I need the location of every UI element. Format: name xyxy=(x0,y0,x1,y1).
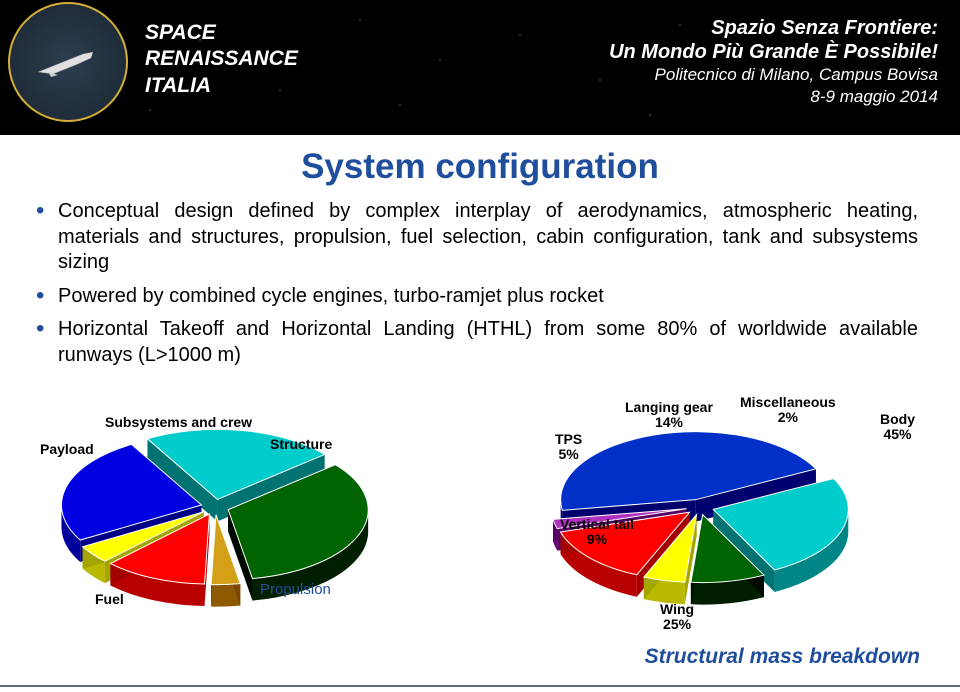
chart-caption: Structural mass breakdown xyxy=(645,645,920,669)
header-banner: SPACE RENAISSANCE ITALIA Spazio Senza Fr… xyxy=(0,0,960,135)
charts-area: Payload Subsystems and crew Structure Pr… xyxy=(0,377,960,677)
org-logo xyxy=(8,2,128,122)
bullet-item: Conceptual design defined by complex int… xyxy=(58,199,918,276)
org-line1: SPACE xyxy=(145,20,298,46)
org-title: SPACE RENAISSANCE ITALIA xyxy=(145,20,298,99)
org-line3: ITALIA xyxy=(145,73,298,99)
conf-line4: 8-9 maggio 2014 xyxy=(609,86,938,108)
bullet-list: Conceptual design defined by complex int… xyxy=(0,199,960,369)
label-tps: TPS 5% xyxy=(555,432,582,463)
footer-divider xyxy=(0,685,960,687)
label-payload: Payload xyxy=(40,442,94,457)
label-wing: Wing 25% xyxy=(660,602,694,633)
bullet-item: Horizontal Takeoff and Horizontal Landin… xyxy=(58,317,918,368)
slide-title: System configuration xyxy=(0,147,960,187)
label-propulsion: Propulsion xyxy=(260,582,331,599)
label-misc: Miscellaneous 2% xyxy=(740,395,836,426)
label-vtail: Vertical tail 9% xyxy=(560,517,634,548)
conf-line1: Spazio Senza Frontiere: xyxy=(609,16,938,40)
conf-line3: Politecnico di Milano, Campus Bovisa xyxy=(609,64,938,86)
label-fuel: Fuel xyxy=(95,592,124,607)
conference-title: Spazio Senza Frontiere: Un Mondo Più Gra… xyxy=(609,16,938,108)
label-langing: Langing gear 14% xyxy=(625,400,713,431)
bullet-item: Powered by combined cycle engines, turbo… xyxy=(58,284,918,310)
label-body: Body 45% xyxy=(880,412,915,443)
label-subsystems: Subsystems and crew xyxy=(105,415,252,430)
label-structure: Structure xyxy=(270,437,332,452)
org-line2: RENAISSANCE xyxy=(145,46,298,72)
conf-line2: Un Mondo Più Grande È Possibile! xyxy=(609,40,938,64)
